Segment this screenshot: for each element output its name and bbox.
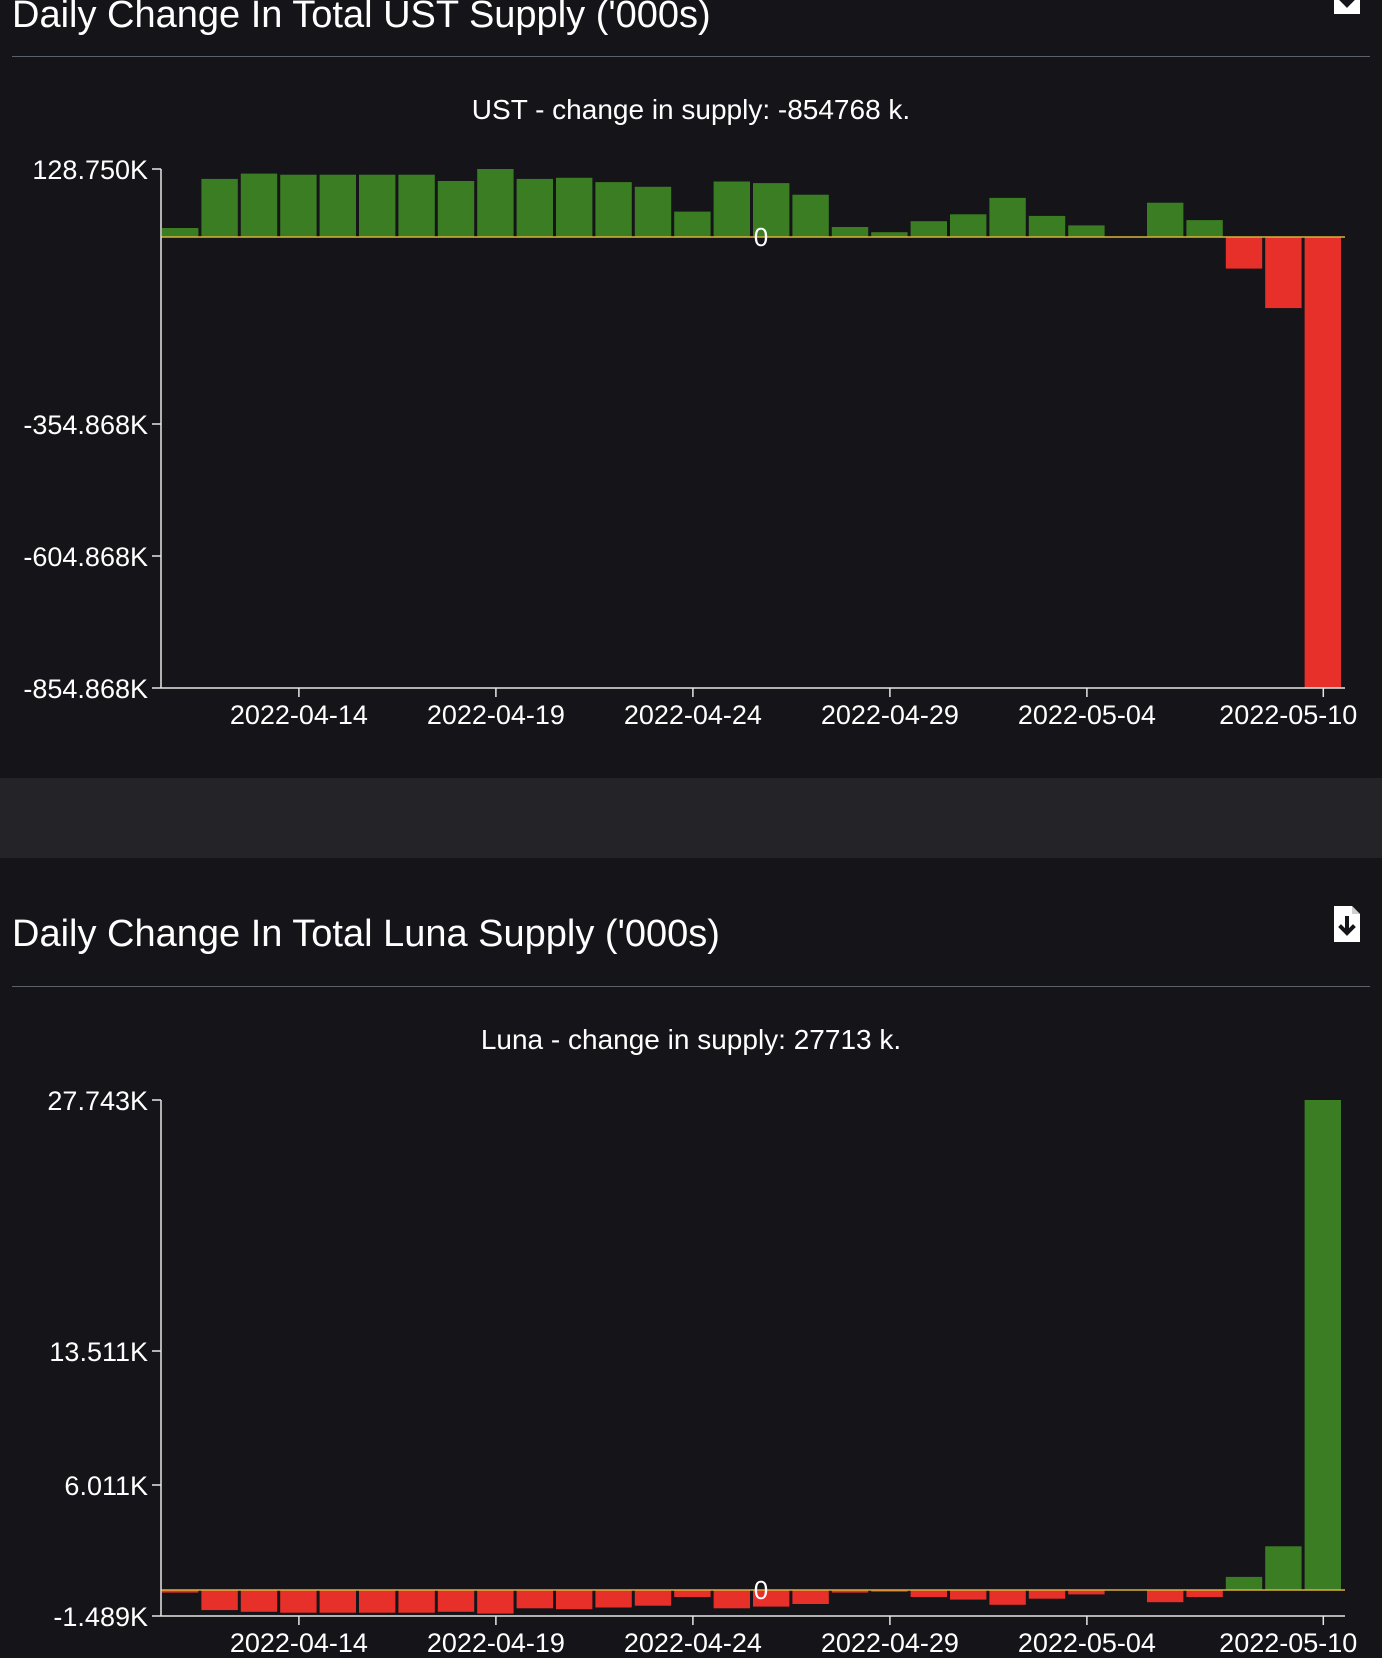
- chart-bar[interactable]: [162, 1590, 199, 1593]
- x-tick-label: 2022-04-14: [230, 700, 368, 730]
- chart-bar[interactable]: [280, 1590, 317, 1613]
- chart-bar[interactable]: [1147, 1590, 1184, 1603]
- chart-bar[interactable]: [871, 232, 908, 237]
- chart-bar[interactable]: [201, 1590, 238, 1611]
- chart-bar[interactable]: [753, 1590, 790, 1607]
- chart-bar[interactable]: [162, 228, 199, 237]
- panel-title: Daily Change In Total UST Supply ('000s): [12, 0, 711, 36]
- file-download-icon[interactable]: [1332, 904, 1362, 944]
- zero-label: 0: [754, 222, 768, 252]
- luna-panel: Daily Change In Total Luna Supply ('000s…: [0, 858, 1382, 1658]
- y-tick-label: 27.743K: [47, 1086, 148, 1116]
- chart-bar[interactable]: [792, 194, 829, 237]
- chart-subtitle: Luna - change in supply: 27713 k.: [480, 1024, 902, 1055]
- y-tick-label: 13.511K: [49, 1337, 148, 1367]
- chart-bar[interactable]: [240, 1590, 278, 1612]
- chart-bar[interactable]: [319, 174, 356, 237]
- chart-bar[interactable]: [437, 181, 475, 237]
- chart-bar[interactable]: [398, 174, 435, 237]
- chart-bar[interactable]: [792, 1590, 829, 1604]
- chart-bar[interactable]: [595, 182, 632, 237]
- y-tick-label: -854.868K: [23, 674, 148, 704]
- chart-bar[interactable]: [1068, 1590, 1105, 1595]
- chart-bar[interactable]: [1265, 237, 1302, 309]
- x-tick-label: 2022-04-19: [427, 700, 565, 730]
- chart-bar[interactable]: [989, 197, 1026, 237]
- chart-bar[interactable]: [240, 173, 278, 237]
- zero-label: 0: [754, 1575, 768, 1605]
- chart-bar[interactable]: [950, 1590, 987, 1600]
- chart-bar[interactable]: [516, 178, 553, 237]
- chart-bar[interactable]: [319, 1590, 356, 1613]
- x-tick-label: 2022-04-29: [821, 700, 959, 730]
- ust-panel: Daily Change In Total UST Supply ('000s)…: [0, 0, 1382, 778]
- panel-title: Daily Change In Total Luna Supply ('000s…: [12, 913, 720, 955]
- chart-bar[interactable]: [1186, 1590, 1223, 1597]
- panel-header: Daily Change In Total UST Supply ('000s): [12, 0, 1370, 57]
- chart-bar[interactable]: [910, 221, 947, 237]
- chart-bar[interactable]: [359, 1590, 396, 1613]
- chart-bar[interactable]: [1147, 202, 1184, 237]
- x-tick-label: 2022-05-10: [1219, 1628, 1357, 1658]
- y-tick-label: -354.868K: [23, 410, 148, 440]
- x-tick-label: 2022-04-19: [427, 1628, 565, 1658]
- x-tick-label: 2022-04-24: [624, 1628, 762, 1658]
- chart-bar[interactable]: [674, 211, 711, 237]
- chart-bar[interactable]: [437, 1590, 475, 1612]
- x-tick-label: 2022-05-04: [1018, 1628, 1156, 1658]
- x-tick-label: 2022-05-10: [1219, 700, 1357, 730]
- chart-bar[interactable]: [950, 214, 987, 237]
- chart-bar[interactable]: [280, 174, 317, 237]
- chart-bar[interactable]: [713, 181, 750, 238]
- chart-bar[interactable]: [1304, 237, 1341, 688]
- chart-bar[interactable]: [477, 169, 514, 237]
- chart-bar[interactable]: [595, 1590, 632, 1608]
- chart-bar[interactable]: [674, 1590, 711, 1597]
- chart-bar[interactable]: [359, 174, 396, 237]
- chart-bar[interactable]: [1028, 1590, 1066, 1599]
- chart-bar[interactable]: [753, 183, 790, 237]
- chart-bar[interactable]: [1225, 1576, 1263, 1590]
- chart-bar[interactable]: [556, 1590, 593, 1610]
- chart-bar[interactable]: [1304, 1100, 1341, 1590]
- chart-bar[interactable]: [831, 227, 869, 237]
- chart-bar[interactable]: [989, 1590, 1026, 1605]
- chart-bar[interactable]: [831, 1590, 869, 1593]
- chart-bar[interactable]: [1068, 225, 1105, 237]
- chart-bar[interactable]: [477, 1590, 514, 1614]
- y-tick-label: 6.011K: [64, 1471, 148, 1501]
- chart-bar[interactable]: [871, 1590, 908, 1592]
- ust-supply-bar-chart: 0 128.750K -354.868K -604.868K -854.868K 2022…: [23, 155, 1357, 730]
- panel-header: Daily Change In Total Luna Supply ('000s…: [12, 858, 1370, 987]
- chart-bar[interactable]: [1186, 220, 1223, 237]
- x-tick-label: 2022-04-14: [230, 1628, 368, 1658]
- chart-bar[interactable]: [1028, 215, 1066, 237]
- chart-bar[interactable]: [556, 177, 593, 237]
- x-tick-label: 2022-04-24: [624, 700, 762, 730]
- y-tick-label: -604.868K: [23, 542, 148, 572]
- chart-bar[interactable]: [516, 1590, 553, 1609]
- y-tick-label: 128.750K: [32, 155, 148, 185]
- chart-subtitle: UST - change in supply: -854768 k.: [471, 94, 911, 125]
- x-tick-label: 2022-04-29: [821, 1628, 959, 1658]
- x-tick-label: 2022-05-04: [1018, 700, 1156, 730]
- chart-bar[interactable]: [201, 178, 238, 237]
- chart-bar[interactable]: [398, 1590, 435, 1613]
- luna-supply-bar-chart: 0 27.743K 13.511K 6.011K -1.489K 2022-04-14 20…: [47, 1086, 1357, 1658]
- y-tick-label: -1.489K: [53, 1602, 148, 1632]
- chart-bar[interactable]: [910, 1590, 947, 1597]
- file-download-icon[interactable]: [1332, 0, 1362, 16]
- chart-bar[interactable]: [713, 1590, 750, 1609]
- chart-bar[interactable]: [1265, 1546, 1302, 1590]
- chart-bar[interactable]: [1225, 237, 1263, 269]
- chart-bar[interactable]: [634, 1590, 672, 1606]
- chart-bar[interactable]: [634, 186, 672, 237]
